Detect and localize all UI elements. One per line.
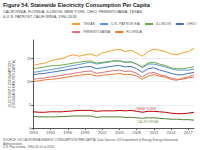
svg-text:1990: 1990	[29, 130, 39, 135]
svg-text:U.S. PATROS EAI: U.S. PATROS EAI	[111, 22, 140, 26]
svg-text:TEXAS: TEXAS	[83, 22, 95, 26]
svg-text:OHIO: OHIO	[187, 22, 196, 26]
svg-text:ILLINOIS: ILLINOIS	[156, 22, 171, 26]
svg-text:2011: 2011	[150, 130, 159, 135]
svg-text:U.S. Percentrons. 1990-01-01 t: U.S. Percentrons. 1990-01-01 to 2018.	[3, 145, 55, 149]
svg-text:2005: 2005	[115, 130, 125, 135]
svg-text:0: 0	[29, 125, 32, 131]
svg-text:2002: 2002	[98, 130, 108, 135]
svg-text:PENNSYLVANIA: PENNSYLVANIA	[83, 30, 111, 34]
svg-text:1996: 1996	[63, 130, 73, 135]
svg-text:10: 10	[27, 79, 32, 84]
svg-text:1993: 1993	[46, 130, 56, 135]
svg-text:Figure 54. Statewide Electrici: Figure 54. Statewide Electricity Consump…	[3, 2, 151, 8]
svg-text:2017: 2017	[184, 130, 194, 135]
svg-text:& U.S. PATROST CALIFORNIA, 199: & U.S. PATROST CALIFORNIA, 1990-2018	[3, 15, 76, 19]
svg-text:5: 5	[29, 102, 32, 107]
svg-text:CALIFORNIA, FLORIDA, ILLINOIS,: CALIFORNIA, FLORIDA, ILLINOIS, NEW YORK,…	[3, 10, 143, 14]
svg-text:2008: 2008	[132, 130, 142, 135]
svg-text:(THOUSAND KWH PER CAPITA): (THOUSAND KWH PER CAPITA)	[12, 60, 16, 108]
svg-text:15: 15	[27, 56, 32, 61]
svg-text:ELECTRICITY CONSUMPTION: ELECTRICITY CONSUMPTION	[8, 61, 12, 107]
svg-text:NEW YORK: NEW YORK	[137, 107, 157, 111]
svg-text:SOURCE: US CALIFORNIA ENERGY C: SOURCE: US CALIFORNIA ENERGY CONSUMPTION…	[3, 138, 179, 142]
svg-text:CALIFORNIA: CALIFORNIA	[137, 120, 159, 124]
svg-text:1999: 1999	[81, 130, 91, 135]
svg-text:Administration,: Administration,	[3, 141, 23, 145]
svg-text:2014: 2014	[167, 130, 177, 135]
svg-text:FLORIDA: FLORIDA	[126, 30, 142, 34]
